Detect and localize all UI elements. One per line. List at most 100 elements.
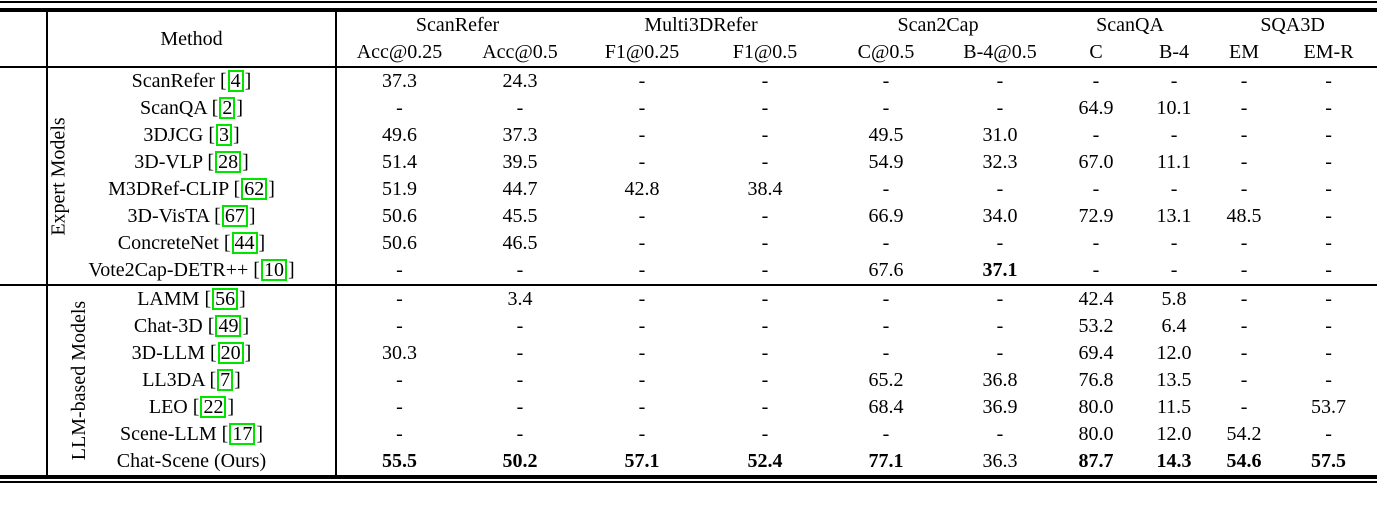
value-cell: - [996,97,1004,119]
citation-link[interactable]: 20 [217,342,244,364]
table-row: 3D-VLP [28] 51.4 39.5 - - 54.9 32.3 67.0 11.1 - - [0,149,1377,176]
value-cell: - [638,315,646,337]
value-cell: - [761,124,769,146]
method-name: 3D-LLM [131,342,205,364]
value-cell: - [882,288,890,310]
table-header: Method ScanRefer Multi3DRefer Scan2Cap ScanQ… [0,12,1377,67]
value-cell: - [761,423,769,445]
citation-link[interactable]: 62 [241,178,268,200]
method-cell: Vote2Cap-DETR++ [10] [46,257,337,285]
value-cell: - [1092,232,1100,254]
value-cell: - [1092,70,1100,92]
value-cell: 32.3 [982,151,1018,173]
citation-link[interactable]: 67 [221,205,248,227]
value-cell: - [396,288,403,310]
method-cell: ConcreteNet [44] [46,230,337,257]
value-cell: - [516,423,524,445]
method-name: 3D-VLP [134,151,203,173]
value-cell: 76.8 [1078,369,1114,391]
value-cell: - [882,70,890,92]
table-row: Chat-3D [49] - - - - - - 53.2 6.4 - - [0,313,1377,340]
metric-header: F1@0.25 [604,41,680,63]
table-row: 3D-LLM [20] 30.3 - - - - - 69.4 12.0 - - [0,340,1377,367]
citation-link[interactable]: 7 [217,369,234,391]
table-row: LL3DA [7] - - - - 65.2 36.8 76.8 13.5 - - [0,367,1377,394]
value-cell: 68.4 [868,396,904,418]
value-cell: - [761,396,769,418]
value-cell: - [882,97,890,119]
citation-link[interactable]: 17 [229,423,256,445]
citation-link[interactable]: 56 [212,288,239,310]
value-cell: - [1240,259,1248,281]
value-cell: - [761,97,769,119]
value-cell: 55.5 [382,450,417,472]
value-cell: 31.0 [982,124,1018,146]
method-cell: LL3DA [7] [46,367,337,394]
value-cell: 52.4 [747,450,783,472]
table-row: 3D-VisTA [67] 50.6 45.5 - - 66.9 34.0 72.9 13.1 4… [0,203,1377,230]
value-cell: - [1240,124,1248,146]
table-row: 3DJCG [3] 49.6 37.3 - - 49.5 31.0 - - - - [0,122,1377,149]
citation-link[interactable]: 28 [215,151,242,173]
value-cell: 11.1 [1156,151,1192,173]
table-row: M3DRef-CLIP [62] 51.9 44.7 42.8 38.4 - - - - - - [0,176,1377,203]
value-cell: 37.3 [502,124,538,146]
method-name: ConcreteNet [117,232,219,254]
citation-link[interactable]: 44 [231,232,258,254]
value-cell: 36.3 [982,450,1018,472]
benchmark-group-header-sqa3d: SQA3D [1260,14,1325,36]
value-cell: 11.5 [1156,396,1192,418]
value-cell: - [1092,178,1100,200]
value-cell: - [996,315,1004,337]
metric-header: F1@0.5 [732,41,798,63]
value-cell: 50.2 [502,450,538,472]
value-cell: - [396,97,403,119]
value-cell: 38.4 [747,178,783,200]
value-cell: - [638,259,646,281]
value-cell: - [516,259,524,281]
group-label-header-cell [0,12,47,67]
value-cell: 3.4 [507,288,533,310]
citation-link[interactable]: 4 [227,70,244,92]
value-cell: 67.0 [1078,151,1114,173]
value-cell: - [1240,70,1248,92]
value-cell: - [1170,178,1178,200]
value-cell: 50.6 [382,232,417,254]
value-cell: 46.5 [502,232,538,254]
citation-link[interactable]: 10 [260,259,287,281]
value-cell: - [516,315,524,337]
citation-link[interactable]: 2 [219,97,236,119]
value-cell: - [396,396,403,418]
value-cell: - [996,423,1004,445]
expert-models-group: Expert Models ScanRefer [4] 37.3 24.3 - - - - - -… [0,67,1377,285]
top-rule-thick [0,8,1377,12]
method-name: M3DRef-CLIP [108,178,229,200]
method-name: ScanRefer [131,70,215,92]
value-cell: 66.9 [868,205,904,227]
value-cell: 53.2 [1078,315,1114,337]
table-row: Expert Models ScanRefer [4] 37.3 24.3 - - - - - -… [0,67,1377,235]
value-cell: - [1092,124,1100,146]
row-group-label: LLM-based Models [0,285,90,475]
value-cell: - [1240,369,1248,391]
value-cell: 42.4 [1078,288,1114,310]
value-cell: 80.0 [1078,396,1114,418]
citation-link[interactable]: 49 [215,315,242,337]
citation-link[interactable]: 3 [216,124,232,146]
benchmark-group-header-scanqa: ScanQA [1096,14,1164,36]
value-cell: 48.5 [1226,205,1262,227]
method-name: LAMM [137,288,200,310]
value-cell: - [1325,124,1332,146]
value-cell: - [1325,178,1332,200]
value-cell: 13.5 [1156,369,1192,391]
value-cell: - [638,205,646,227]
value-cell: - [638,423,646,445]
table-row: Vote2Cap-DETR++ [10] - - - - 67.6 37.1 - - - - [0,257,1377,285]
value-cell: 67.6 [868,259,904,281]
method-name: Chat-3D [133,315,203,337]
value-cell: 12.0 [1156,423,1192,445]
value-cell: - [1240,151,1248,173]
table-row: LEO [22] - - - - 68.4 36.9 80.0 11.5 - 53.7 [0,394,1377,421]
value-cell: 49.6 [382,124,417,146]
citation-link[interactable]: 22 [200,396,227,418]
